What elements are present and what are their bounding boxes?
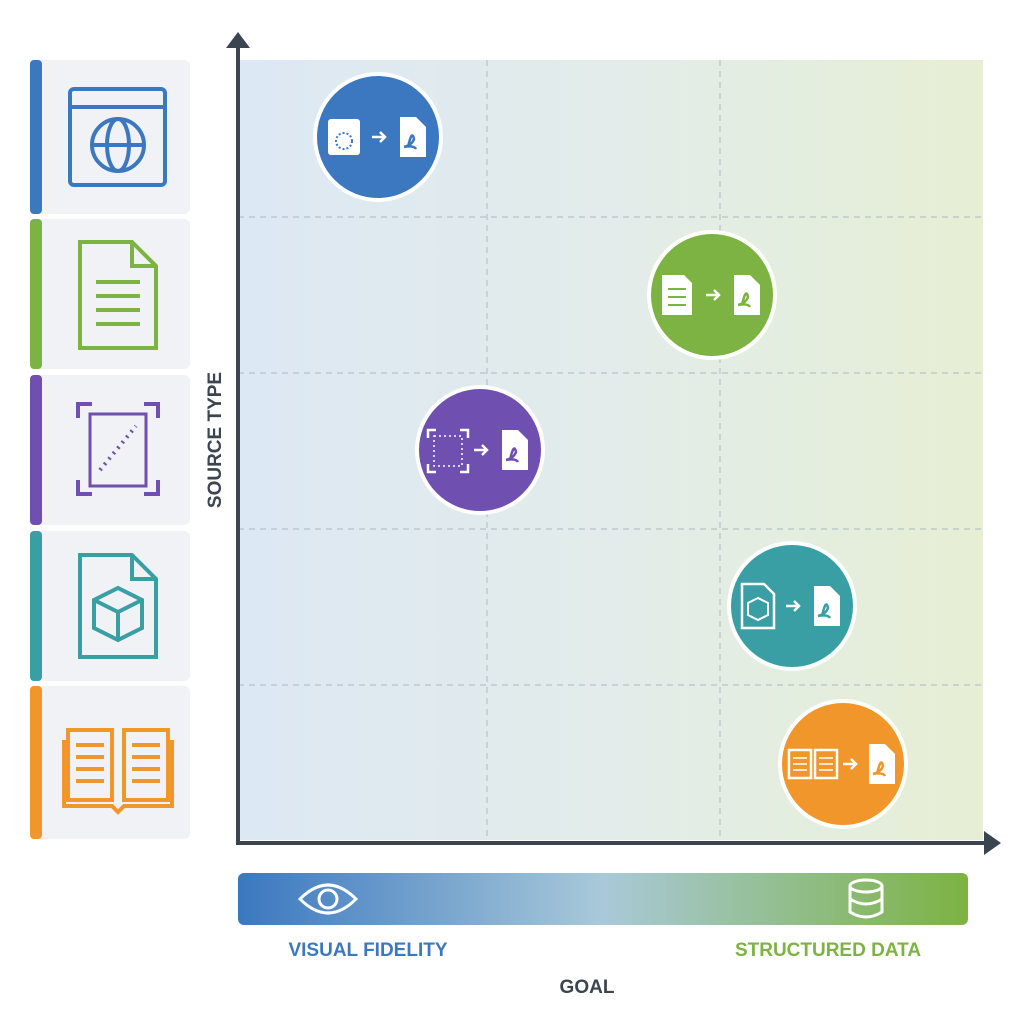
- web-icon: [68, 87, 167, 187]
- source-cards: [30, 60, 190, 839]
- x-right-label: STRUCTURED DATA: [735, 940, 921, 961]
- doc-icon: [78, 240, 158, 350]
- scan-node: [415, 385, 545, 515]
- x-left-label: VISUAL FIDELITY: [288, 940, 447, 961]
- book-icon: [62, 728, 174, 815]
- web-node: [313, 72, 443, 202]
- database-icon: [848, 878, 884, 919]
- y-axis-title: SOURCE TYPE: [205, 372, 226, 508]
- book-node: [778, 699, 908, 829]
- model-icon: [78, 553, 158, 659]
- conversion-nodes: [313, 72, 908, 829]
- axes: [226, 32, 1001, 855]
- card-accent: [30, 375, 42, 525]
- card-accent: [30, 531, 42, 681]
- doc-node: [647, 230, 777, 360]
- card-accent: [30, 219, 42, 369]
- model-node: [727, 541, 857, 671]
- eye-icon: [297, 883, 359, 915]
- scan-icon: [76, 402, 160, 496]
- goal-gradient-bar: [238, 873, 968, 925]
- card-accent: [30, 686, 42, 839]
- card: [30, 375, 190, 525]
- card-accent: [30, 60, 42, 214]
- x-axis-title: GOAL: [560, 977, 615, 998]
